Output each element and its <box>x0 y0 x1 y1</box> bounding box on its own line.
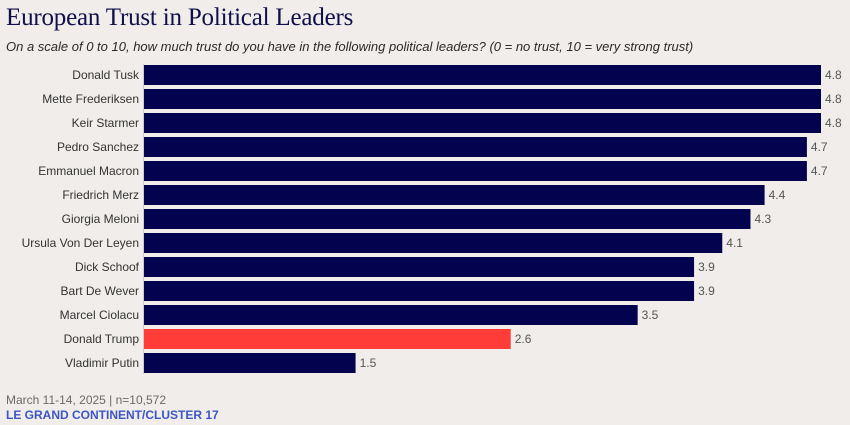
category-label: Friedrich Merz <box>62 188 139 202</box>
category-label: Pedro Sanchez <box>57 140 139 154</box>
bar-pedro-sanchez <box>144 137 807 157</box>
bar-dick-schoof <box>144 257 695 277</box>
bar-marcel-ciolacu <box>144 305 638 325</box>
category-label: Donald Tusk <box>72 68 140 82</box>
value-label: 4.1 <box>726 236 743 250</box>
value-label: 4.3 <box>754 212 771 226</box>
value-label: 4.8 <box>825 116 842 130</box>
category-label: Donald Trump <box>64 332 140 346</box>
value-label: 2.6 <box>515 332 532 346</box>
value-label: 4.7 <box>811 140 828 154</box>
bar-keir-starmer <box>144 113 821 133</box>
bar-donald-tusk <box>144 65 821 85</box>
chart-subtitle: On a scale of 0 to 10, how much trust do… <box>6 39 694 54</box>
source-credit: LE GRAND CONTINENT/CLUSTER 17 <box>6 408 219 422</box>
bar-donald-trump <box>144 329 511 349</box>
category-label: Bart De Wever <box>61 284 139 298</box>
category-label: Emmanuel Macron <box>38 164 139 178</box>
bar-vladimir-putin <box>144 353 356 373</box>
bar-bart-de-wever <box>144 281 695 301</box>
value-label: 3.9 <box>698 284 715 298</box>
category-label: Ursula Von Der Leyen <box>22 236 139 250</box>
category-label: Marcel Ciolacu <box>60 308 139 322</box>
bar-giorgia-meloni <box>144 209 751 229</box>
bar-emmanuel-macron <box>144 161 807 181</box>
value-label: 4.8 <box>825 68 842 82</box>
chart-title: European Trust in Political Leaders <box>6 4 354 31</box>
bar-ursula-von-der-leyen <box>144 233 723 253</box>
value-label: 4.7 <box>811 164 828 178</box>
value-label: 1.5 <box>360 356 377 370</box>
category-label: Vladimir Putin <box>65 356 139 370</box>
value-label: 3.5 <box>642 308 659 322</box>
value-label: 4.8 <box>825 92 842 106</box>
bar-friedrich-merz <box>144 185 765 205</box>
category-label: Dick Schoof <box>75 260 140 274</box>
category-label: Mette Frederiksen <box>42 92 139 106</box>
bars-group: Donald Tusk 4.8 Mette Frederiksen 4.8 Keir S… <box>22 65 842 373</box>
value-label: 4.4 <box>769 188 786 202</box>
survey-date-sample: March 11-14, 2025 | n=10,572 <box>6 393 167 407</box>
bar-mette-frederiksen <box>144 89 821 109</box>
category-label: Giorgia Meloni <box>62 212 139 226</box>
value-label: 3.9 <box>698 260 715 274</box>
category-label: Keir Starmer <box>72 116 139 130</box>
